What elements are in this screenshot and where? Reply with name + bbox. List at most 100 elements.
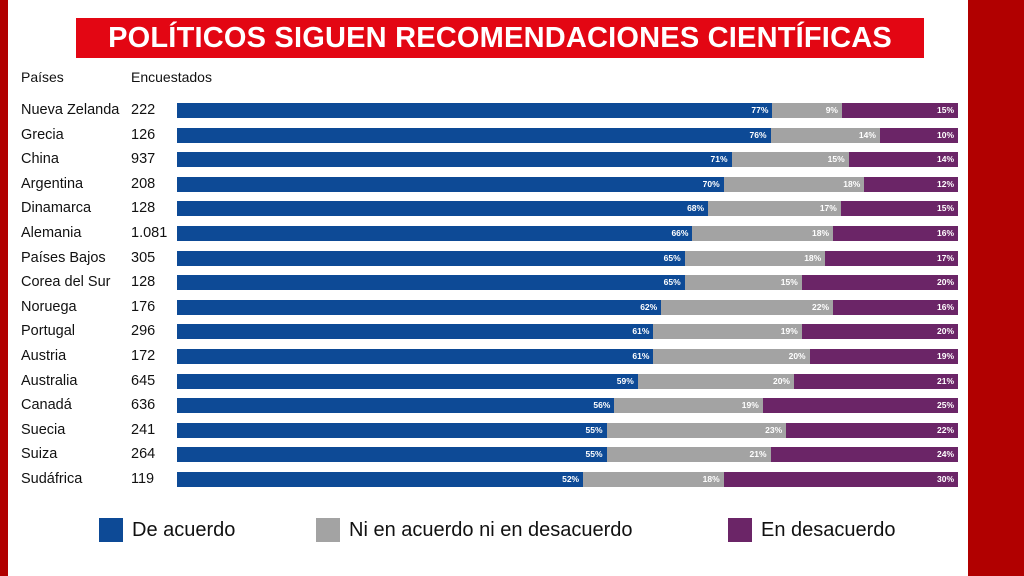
bar-segment-neutral [684,275,802,291]
bar-segment-disagree [801,275,958,291]
bar-segment-disagree [840,201,958,217]
bar-segment-disagree [842,103,958,118]
bar-segment-agree [177,176,724,192]
title-banner: POLÍTICOS SIGUEN RECOMENDACIONES CIENTÍF… [76,18,924,58]
respondents-value: 119 [131,471,155,487]
respondents-value: 264 [131,446,156,463]
data-label-disagree: 16% [936,301,954,312]
data-label-agree: 62% [640,301,658,312]
bar-segment-disagree [801,324,958,340]
bar-segment-disagree [825,250,958,266]
bar-segment-agree [177,299,662,315]
country-label: Australia [21,372,78,389]
bar-segment-neutral [653,324,802,340]
data-label-agree: 70% [702,178,720,189]
data-label-disagree: 15% [936,105,954,115]
country-label: Portugal [21,323,76,340]
data-label-disagree: 25% [936,400,954,411]
bar-segment-neutral [723,176,865,192]
data-label-agree: 65% [663,277,681,288]
data-label-neutral: 19% [780,326,798,337]
bar-segment-neutral [731,152,849,168]
country-label: China [21,151,59,168]
respondents-value: 126 [131,126,156,143]
bar-segment-neutral [770,127,880,143]
data-label-agree: 55% [585,424,603,435]
data-label-neutral: 20% [788,351,806,361]
bar-segment-neutral [637,373,794,389]
bar-segment-agree [177,226,693,241]
data-label-neutral: 9% [825,105,838,115]
legend-item-neutral: Ni en acuerdo ni en desacuerdo [316,518,633,542]
bar-segment-neutral [772,103,842,118]
bar-segment-disagree [793,373,958,389]
respondents-value: 636 [131,397,156,414]
data-label-agree: 56% [593,400,611,411]
country-label: Sudáfrica [21,471,83,487]
chart-title: POLÍTICOS SIGUEN RECOMENDACIONES CIENTÍF… [108,21,892,54]
data-label-neutral: 15% [827,154,845,165]
data-label-neutral: 19% [741,400,759,411]
legend-label-disagree: En desacuerdo [761,518,896,541]
bar-segment-disagree [809,349,958,364]
bar-segment-neutral [606,422,787,438]
data-label-disagree: 19% [936,351,954,361]
country-label: Países Bajos [21,249,106,266]
data-label-disagree: 12% [936,178,954,189]
data-label-disagree: 30% [936,474,954,484]
bar-segment-neutral [583,472,724,487]
data-label-neutral: 20% [772,375,790,386]
data-label-agree: 55% [585,449,603,460]
data-label-disagree: 24% [936,449,954,460]
respondents-value: 305 [131,249,156,266]
data-label-disagree: 20% [936,277,954,288]
bar-segment-agree [177,472,584,487]
data-label-agree: 65% [663,252,681,263]
data-label-disagree: 14% [936,154,954,165]
data-label-agree: 76% [749,129,767,140]
bar-segment-neutral [661,299,834,315]
bar-segment-neutral [708,201,841,217]
country-label: Corea del Sur [21,274,111,291]
bar-segment-agree [177,447,607,463]
legend-swatch-disagree [728,518,752,542]
country-label: Austria [21,348,67,364]
data-label-neutral: 15% [780,277,798,288]
country-label: Noruega [21,298,77,315]
data-label-agree: 77% [751,105,769,115]
data-label-disagree: 21% [936,375,954,386]
data-label-agree: 71% [710,154,728,165]
legend-item-disagree: En desacuerdo [728,518,896,542]
bar-segment-agree [177,373,638,389]
country-label: Alemania [21,225,82,241]
data-label-agree: 68% [687,203,705,214]
respondents-value: 645 [131,372,156,389]
respondents-value: 208 [131,175,156,192]
bar-segment-neutral [614,398,763,414]
bar-segment-agree [177,127,771,143]
data-label-agree: 61% [632,326,650,337]
country-label: Dinamarca [21,200,92,217]
bar-segment-agree [177,324,654,340]
bar-segment-agree [177,103,773,118]
bar-segment-neutral [692,226,834,241]
countries-column-header: Países [21,69,64,85]
respondents-value: 128 [131,274,156,291]
country-label: Argentina [21,175,84,192]
bar-segment-disagree [786,422,958,438]
country-label: Suiza [21,446,58,463]
bar-segment-disagree [762,398,958,414]
data-label-disagree: 20% [936,326,954,337]
data-label-disagree: 16% [936,228,954,238]
data-label-neutral: 17% [819,203,837,214]
data-label-neutral: 21% [749,449,767,460]
bar-segment-neutral [653,349,810,364]
bar-segment-disagree [833,299,958,315]
data-label-disagree: 10% [936,129,954,140]
respondents-value: 937 [131,151,156,168]
respondents-column-header: Encuestados [131,69,212,85]
data-label-agree: 61% [632,351,650,361]
country-label: Suecia [21,421,66,438]
respondents-value: 176 [131,298,156,315]
data-label-agree: 52% [562,474,580,484]
